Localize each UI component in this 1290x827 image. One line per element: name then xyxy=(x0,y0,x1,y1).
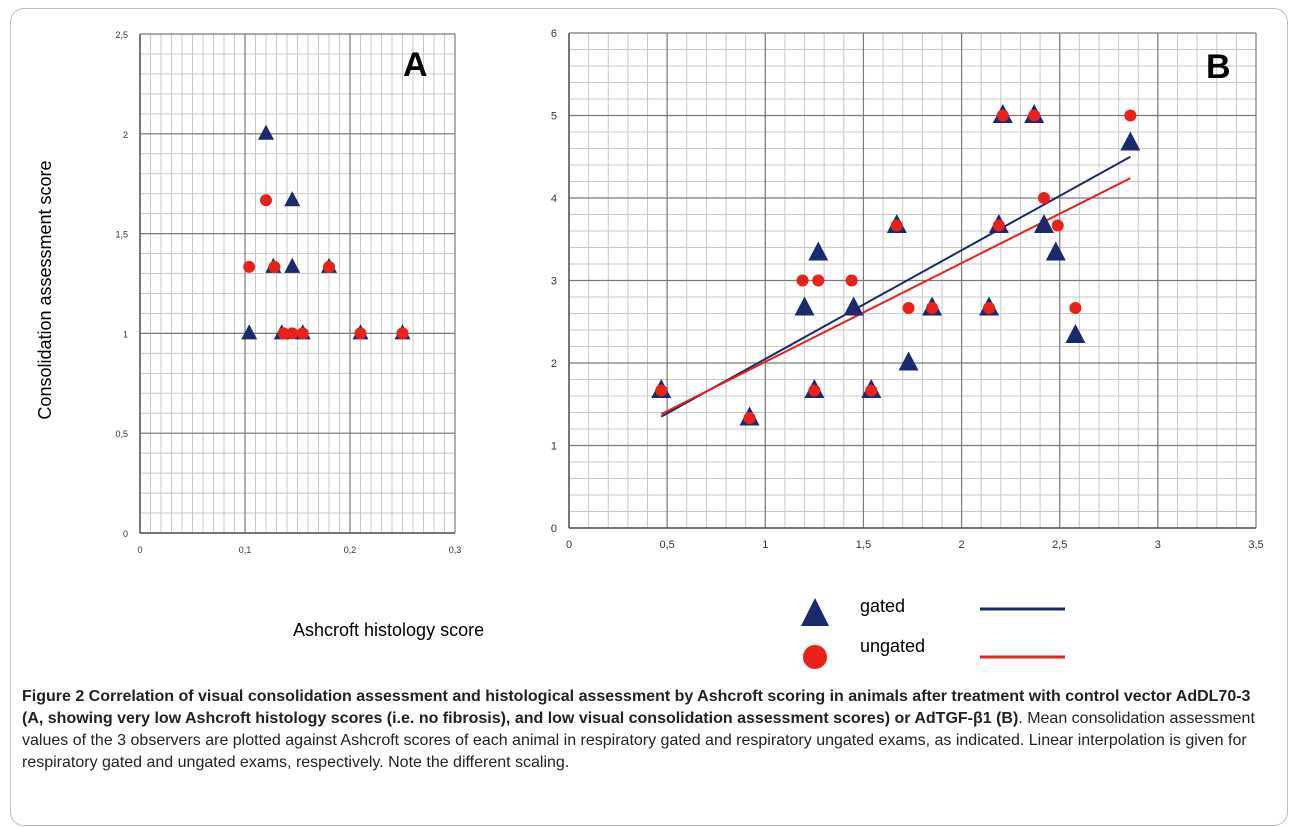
data-point-ungated xyxy=(1038,192,1051,204)
data-point-gated xyxy=(258,124,274,140)
data-point-ungated xyxy=(845,274,858,287)
y-tick-label: 1 xyxy=(123,329,128,339)
data-point-gated xyxy=(898,351,919,371)
data-point-ungated xyxy=(926,301,939,314)
data-point-ungated xyxy=(902,301,915,314)
x-tick-label: 0 xyxy=(566,539,572,551)
panel-label-b: B xyxy=(1206,48,1231,86)
data-point-ungated xyxy=(796,274,809,287)
caption-body: . Mean consolidation assessment values o… xyxy=(22,710,1255,771)
data-point-ungated xyxy=(992,219,1005,232)
y-tick-label: 2 xyxy=(551,358,557,370)
data-point-gated xyxy=(1120,131,1141,151)
data-point-ungated xyxy=(1124,109,1137,122)
data-point-gated xyxy=(794,296,815,316)
data-point-ungated xyxy=(1069,301,1082,314)
y-tick-label: 1,5 xyxy=(115,230,128,240)
data-point-gated xyxy=(1045,241,1066,261)
legend-ungated-label: ungated xyxy=(860,636,925,656)
data-point-gated xyxy=(1034,213,1055,233)
caption-title: Figure 2 Correlation of visual consolida… xyxy=(22,688,1251,727)
data-point-gated xyxy=(843,296,864,316)
panel-label-a: A xyxy=(403,46,428,84)
chart-panel-a: 0 0,1 0,2 0,3 0 0,5 1 1,5 2 2,5 xyxy=(115,30,461,555)
x-tick-label: 1,5 xyxy=(856,539,871,551)
data-point-ungated xyxy=(996,109,1009,122)
y-tick-label: 0 xyxy=(123,529,128,539)
y-tick-label: 2,5 xyxy=(115,30,128,40)
data-point-ungated xyxy=(323,260,335,273)
x-tick-label: 3,5 xyxy=(1248,539,1263,551)
data-point-gated xyxy=(1065,324,1086,344)
y-tick-label: 0,5 xyxy=(115,429,128,439)
data-point-ungated xyxy=(655,384,668,397)
x-tick-label: 0,2 xyxy=(344,545,357,555)
x-tick-label: 0,1 xyxy=(239,545,252,555)
data-point-gated xyxy=(284,191,301,207)
data-point-gated xyxy=(808,241,829,261)
legend-gated-label: gated xyxy=(860,596,905,616)
data-point-ungated xyxy=(743,412,756,425)
y-tick-label: 0 xyxy=(551,523,557,535)
legend: gated ungated xyxy=(801,596,1065,669)
figure-frame xyxy=(10,8,1288,826)
x-tick-label: 0,3 xyxy=(449,545,462,555)
legend-gated-marker xyxy=(801,598,829,626)
data-point-ungated xyxy=(396,327,409,340)
trendline-ungated xyxy=(660,177,1131,416)
data-point-ungated xyxy=(890,219,903,232)
data-point-ungated xyxy=(268,260,281,273)
x-tick-label: 1 xyxy=(762,539,768,551)
x-tick-label: 2 xyxy=(959,539,965,551)
data-point-ungated xyxy=(296,327,309,340)
y-axis-title: Consolidation assessment score xyxy=(35,160,55,419)
y-tick-label: 2 xyxy=(123,130,128,140)
data-point-ungated xyxy=(286,327,299,340)
data-point-ungated xyxy=(812,274,825,287)
data-point-ungated xyxy=(1051,219,1064,232)
trendline-gated xyxy=(660,155,1131,418)
figure-caption: Figure 2 Correlation of visual consolida… xyxy=(22,686,1274,774)
data-point-ungated xyxy=(243,260,256,273)
data-point-ungated xyxy=(983,301,996,314)
data-point-ungated xyxy=(277,327,290,340)
data-point-ungated xyxy=(354,327,367,340)
data-point-ungated xyxy=(260,194,272,207)
x-tick-label: 2,5 xyxy=(1052,539,1067,551)
x-tick-label: 3 xyxy=(1155,539,1161,551)
x-tick-label: 0 xyxy=(137,545,142,555)
y-tick-label: 5 xyxy=(551,111,557,123)
data-point-ungated xyxy=(808,384,821,397)
y-tick-label: 3 xyxy=(551,276,557,288)
data-point-gated xyxy=(284,257,301,273)
legend-ungated-marker xyxy=(803,645,827,669)
data-point-ungated xyxy=(1028,109,1041,122)
data-point-gated xyxy=(241,324,258,340)
x-tick-label: 0,5 xyxy=(659,539,674,551)
x-axis-title: Ashcroft histology score xyxy=(293,620,484,640)
data-point-ungated xyxy=(865,384,878,397)
chart-panel-b: 0 0,5 1 1,5 2 2,5 3 3,5 0 1 2 3 4 5 6 xyxy=(551,28,1264,551)
y-tick-label: 6 xyxy=(551,28,557,40)
y-tick-label: 1 xyxy=(551,441,557,453)
y-tick-label: 4 xyxy=(551,193,557,205)
